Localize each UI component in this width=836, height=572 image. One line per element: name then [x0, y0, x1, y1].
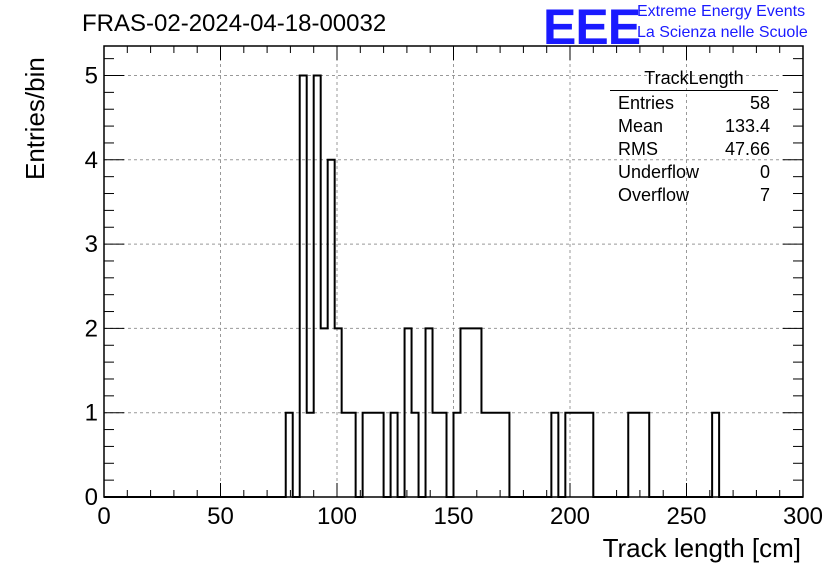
histogram-bin [642, 413, 649, 497]
histogram-bin [363, 413, 370, 497]
histogram-bin [586, 413, 593, 497]
logo-text-line2: La Scienza nelle Scuole [637, 24, 808, 41]
stats-label: Underflow [618, 162, 700, 182]
histogram-bin [440, 413, 447, 497]
stats-row: RMS 47.66 [610, 138, 778, 161]
histogram-bin [502, 413, 509, 497]
logo-text-line1: Extreme Energy Events [637, 3, 806, 20]
histogram-bin [495, 413, 502, 497]
histogram-bin [460, 328, 467, 497]
histogram-outline [104, 74, 803, 498]
x-tick-label: 50 [207, 503, 234, 530]
histogram-bin [328, 160, 335, 497]
axis-ticks [103, 46, 804, 498]
stats-label: Mean [618, 116, 664, 136]
x-tick-label: 100 [317, 503, 357, 530]
histogram-bin [412, 413, 419, 497]
stats-value: 58 [749, 93, 770, 113]
x-tick-label: 250 [666, 503, 706, 530]
histogram-bin [488, 413, 495, 497]
histogram-bin [712, 413, 719, 497]
histogram-bin [370, 413, 377, 497]
stats-row: Overflow 7 [610, 184, 778, 207]
stats-row: Mean 133.4 [610, 115, 778, 138]
histogram-bin [433, 413, 440, 497]
histogram-bars [104, 74, 803, 498]
histogram-bin [321, 328, 328, 497]
x-tick-label: 150 [433, 503, 473, 530]
stats-label: Entries [618, 93, 675, 113]
y-tick-label: 4 [85, 147, 98, 174]
stats-row: Entries 58 [610, 92, 778, 115]
x-tick-label: 300 [783, 503, 823, 530]
stats-row: Underflow 0 [610, 161, 778, 184]
histogram-bin [454, 413, 461, 497]
stats-value: 133.4 [724, 116, 770, 136]
stats-value: 47.66 [724, 139, 770, 159]
histogram-bin [579, 413, 586, 497]
histogram-bin [481, 413, 488, 497]
stats-label: Overflow [618, 185, 690, 205]
histogram-bin [467, 328, 474, 497]
histogram-bin [391, 413, 398, 497]
y-axis-label: Entries/bin [20, 57, 50, 180]
histogram-bin [300, 76, 307, 497]
histogram-bin [551, 413, 558, 497]
histogram-bin [377, 413, 384, 497]
x-tick-label: 0 [97, 503, 110, 530]
chart-title: FRAS-02-2024-04-18-00032 [82, 10, 387, 37]
y-tick-label: 1 [85, 400, 98, 427]
histogram-bin [635, 413, 642, 497]
eee-logo: EEE [543, 0, 641, 55]
y-tick-label: 3 [85, 231, 98, 258]
histogram-bin [307, 413, 314, 497]
histogram-bin [565, 413, 572, 497]
histogram-bin [286, 413, 293, 497]
tick-labels: 0 50 100 150 200 250 300 0 1 2 3 4 5 [85, 63, 823, 530]
y-tick-label: 2 [85, 315, 98, 342]
stats-box-title: TrackLength [610, 68, 778, 91]
x-tick-label: 200 [550, 503, 590, 530]
stats-box: TrackLength Entries 58 Mean 133.4 RMS 47.66… [610, 68, 778, 207]
x-axis-label: Track length [cm] [602, 533, 801, 563]
histogram-bin [405, 328, 412, 497]
histogram-bin [349, 413, 356, 497]
stats-label: RMS [618, 139, 658, 159]
histogram-bin [314, 76, 321, 497]
histogram-bin [426, 328, 433, 497]
histogram-bin [342, 413, 349, 497]
histogram-bin [335, 328, 342, 497]
histogram-bin [474, 328, 481, 497]
grid-lines [104, 46, 803, 497]
stats-value: 0 [759, 162, 770, 182]
stats-value: 7 [759, 185, 770, 205]
y-tick-label: 5 [85, 63, 98, 90]
histogram-bin [572, 413, 579, 497]
y-tick-label: 0 [85, 484, 98, 511]
histogram-bin [628, 413, 635, 497]
